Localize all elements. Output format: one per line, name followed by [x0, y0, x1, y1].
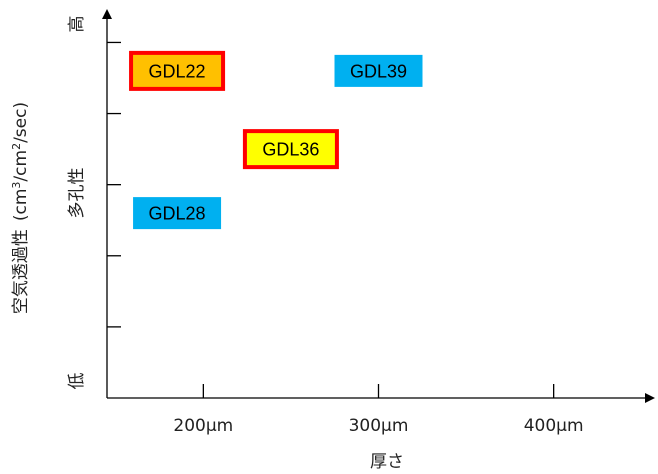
- point-gdl39: GDL39: [334, 54, 423, 87]
- x-ticks: 200μm 300μm 400μm: [173, 384, 584, 436]
- point-gdl28: GDL28: [133, 197, 222, 230]
- y-ticks: [107, 41, 121, 328]
- point-gdl36: GDL36: [242, 129, 339, 170]
- y-axis-title-unit-suffix: /sec): [11, 102, 31, 143]
- point-box: [334, 54, 423, 87]
- point-gdl22: GDL22: [129, 50, 226, 91]
- point-label: GDL22: [149, 61, 206, 81]
- y-axis-title-sup1: 3: [10, 182, 23, 189]
- y-label-low: 低: [67, 373, 87, 390]
- x-tick-label-300: 300μm: [349, 416, 409, 436]
- y-axis-title-unit-mid: /cm: [11, 150, 31, 182]
- y-axis-title-main: 空気透過性: [11, 229, 31, 314]
- point-label: GDL36: [262, 140, 319, 160]
- y-axis-title: 空気透過性 (cm3/cm2/sec): [10, 102, 31, 314]
- y-axis-title-unit-prefix: (cm: [11, 189, 31, 222]
- x-tick-label-200: 200μm: [173, 416, 233, 436]
- data-points: GDL22 GDL39 GDL36 GDL28: [129, 50, 423, 230]
- point-box: [133, 197, 222, 230]
- y-label-high: 高: [67, 16, 87, 33]
- point-label: GDL28: [149, 204, 206, 224]
- point-box: [246, 133, 335, 166]
- x-axis-title: 厚さ: [370, 452, 404, 472]
- y-axis-title-sup2: 2: [10, 143, 23, 150]
- point-label: GDL39: [350, 61, 407, 81]
- x-tick-label-400: 400μm: [524, 416, 584, 436]
- y-label-porosity: 多孔性: [67, 168, 87, 219]
- point-box: [133, 54, 222, 87]
